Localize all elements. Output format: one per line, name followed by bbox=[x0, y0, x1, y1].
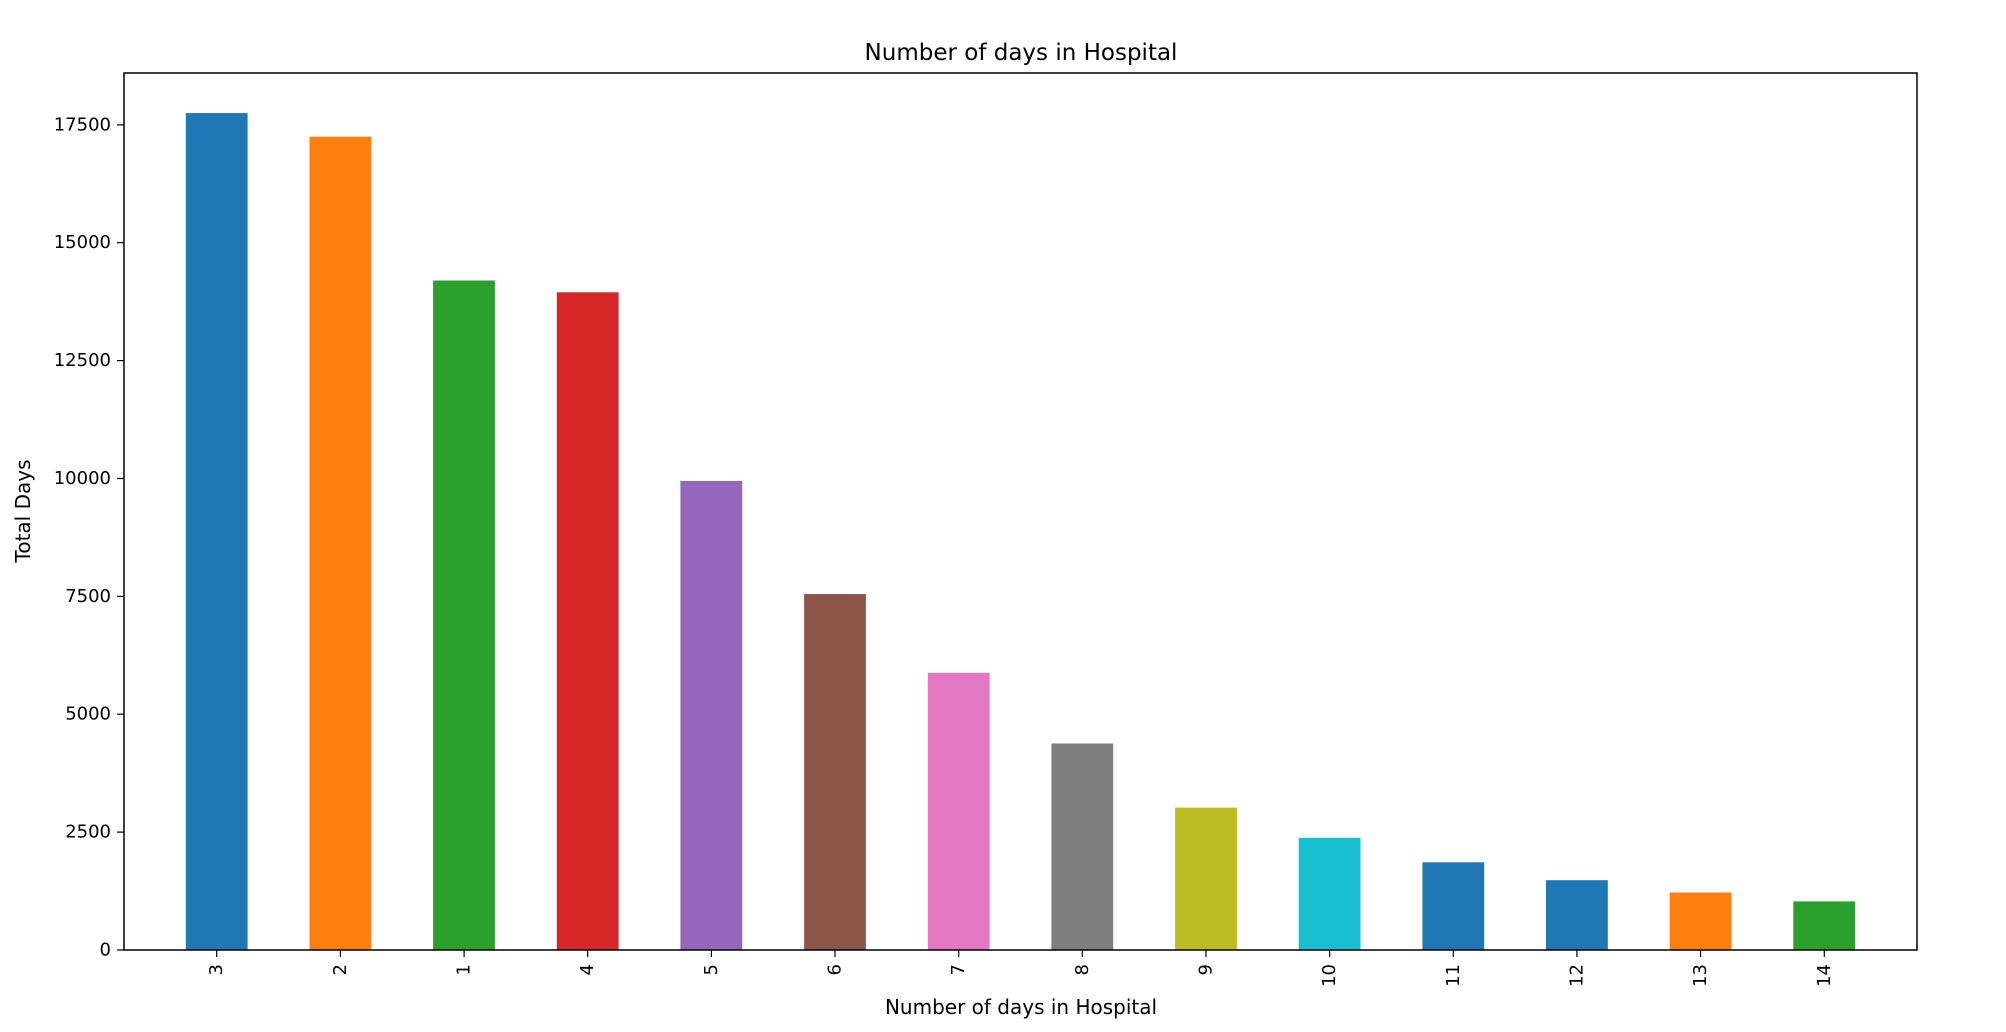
y-tick-label: 5000 bbox=[65, 704, 111, 725]
x-tick-label: 14 bbox=[1814, 964, 1835, 987]
y-tick-label: 2500 bbox=[65, 822, 111, 843]
bar-6 bbox=[804, 594, 866, 950]
bar-10 bbox=[1298, 837, 1361, 950]
chart-title: Number of days in Hospital bbox=[865, 40, 1178, 66]
x-tick-label: 10 bbox=[1319, 964, 1340, 987]
bar-5 bbox=[680, 480, 743, 950]
y-tick-label: 0 bbox=[100, 940, 111, 961]
bar-1 bbox=[433, 280, 495, 950]
x-tick-label: 3 bbox=[206, 964, 227, 975]
bar-7 bbox=[927, 672, 990, 950]
x-axis-label: Number of days in Hospital bbox=[885, 995, 1157, 1019]
bar-2 bbox=[309, 136, 372, 950]
y-tick-label: 10000 bbox=[54, 468, 111, 489]
y-tick-label: 15000 bbox=[54, 232, 111, 253]
x-tick-label: 2 bbox=[330, 964, 351, 975]
bar-14 bbox=[1793, 901, 1856, 950]
x-tick-label: 9 bbox=[1196, 964, 1217, 975]
bar-11 bbox=[1422, 862, 1485, 950]
x-axis-ticks: 3 2 1 4 5 6 7 8 9 10 11 12 13 14 bbox=[206, 950, 1835, 987]
y-tick-label: 7500 bbox=[65, 586, 111, 607]
x-tick-label: 4 bbox=[577, 964, 598, 975]
x-tick-label: 7 bbox=[948, 964, 969, 975]
x-tick-label: 5 bbox=[701, 964, 722, 975]
bar-13 bbox=[1669, 892, 1732, 950]
y-axis-label: Total Days bbox=[11, 460, 35, 564]
plot-frame bbox=[123, 72, 1918, 951]
y-tick-label: 12500 bbox=[54, 350, 111, 371]
x-tick-label: 12 bbox=[1566, 964, 1587, 987]
x-tick-label: 6 bbox=[825, 964, 846, 975]
x-tick-label: 11 bbox=[1443, 964, 1464, 987]
bar-8 bbox=[1051, 743, 1114, 950]
y-axis-ticks: 0 2500 5000 7500 10000 12500 15000 17500 bbox=[54, 114, 124, 961]
bars-layer bbox=[185, 113, 1856, 951]
x-tick-label: 13 bbox=[1690, 964, 1711, 987]
x-tick-label: 8 bbox=[1072, 964, 1093, 975]
bar-4 bbox=[556, 292, 619, 951]
bar-12 bbox=[1546, 880, 1608, 950]
bar-3 bbox=[185, 113, 248, 951]
x-tick-label: 1 bbox=[454, 964, 475, 975]
bar-9 bbox=[1175, 807, 1237, 950]
y-tick-label: 17500 bbox=[54, 114, 111, 135]
